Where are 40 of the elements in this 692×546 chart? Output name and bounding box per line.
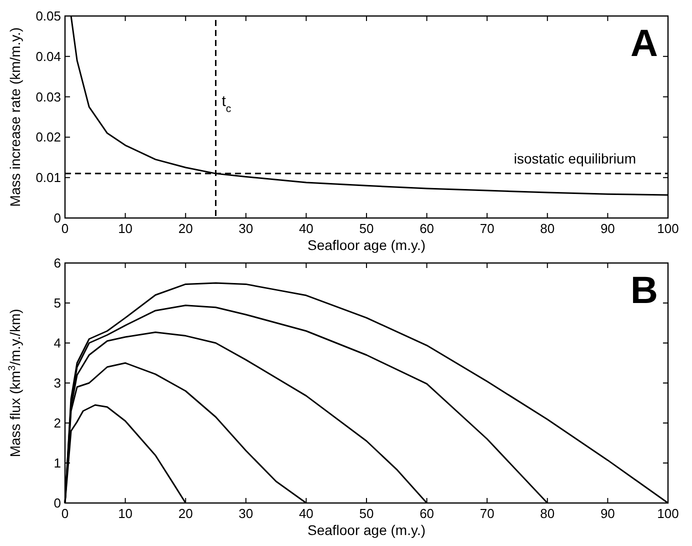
x-axis-title: Seafloor age (m.y.): [307, 522, 426, 538]
x-tick-label: 10: [118, 221, 133, 236]
y-tick-label: 5: [54, 296, 61, 310]
ref-line-label: t$_{c}$: [222, 93, 232, 115]
x-tick-label: 10: [118, 506, 133, 521]
x-tick-label: 70: [480, 221, 494, 236]
annotation: B: [630, 270, 658, 312]
x-tick-label: 40: [298, 221, 314, 236]
y-tick-label: 0.01: [36, 170, 61, 186]
y-axis-title: Mass increase rate (km/m.y.): [7, 27, 23, 207]
x-tick-label: 20: [178, 221, 193, 236]
x-tick-label: 50: [359, 506, 374, 521]
x-tick-label: 50: [359, 221, 374, 236]
y-tick-label: 0.03: [36, 89, 61, 104]
x-tick-label: 90: [600, 221, 615, 236]
x-tick-label: 80: [540, 506, 555, 521]
x-tick-label: 100: [657, 221, 679, 236]
x-tick-label: 80: [540, 221, 555, 236]
x-tick-label: 30: [238, 506, 254, 521]
y-tick-label: 0.02: [36, 130, 61, 145]
y-tick-label: 1: [54, 456, 61, 470]
x-tick-label: 20: [178, 506, 193, 521]
x-tick-label: 60: [420, 221, 434, 236]
x-tick-label: 90: [600, 506, 615, 521]
x-tick-label: 40: [298, 506, 314, 521]
ref-line-label: isostatic equilibrium: [514, 150, 636, 167]
x-tick-label: 60: [420, 506, 434, 521]
y-tick-label: 0: [54, 210, 61, 226]
y-tick-label: 3: [54, 376, 61, 390]
y-tick-label: 0.05: [36, 8, 61, 24]
annotation: A: [630, 23, 658, 65]
x-tick-label: 30: [238, 221, 254, 236]
x-tick-label: 70: [480, 506, 494, 521]
y-tick-label: 0.04: [36, 48, 61, 64]
x-axis-title: Seafloor age (m.y.): [307, 237, 426, 253]
y-tick-label: 2: [54, 416, 61, 430]
y-tick-label: 6: [54, 256, 61, 270]
y-tick-label: 0: [54, 496, 61, 510]
y-tick-label: 4: [54, 336, 61, 350]
x-tick-label: 100: [657, 506, 679, 521]
